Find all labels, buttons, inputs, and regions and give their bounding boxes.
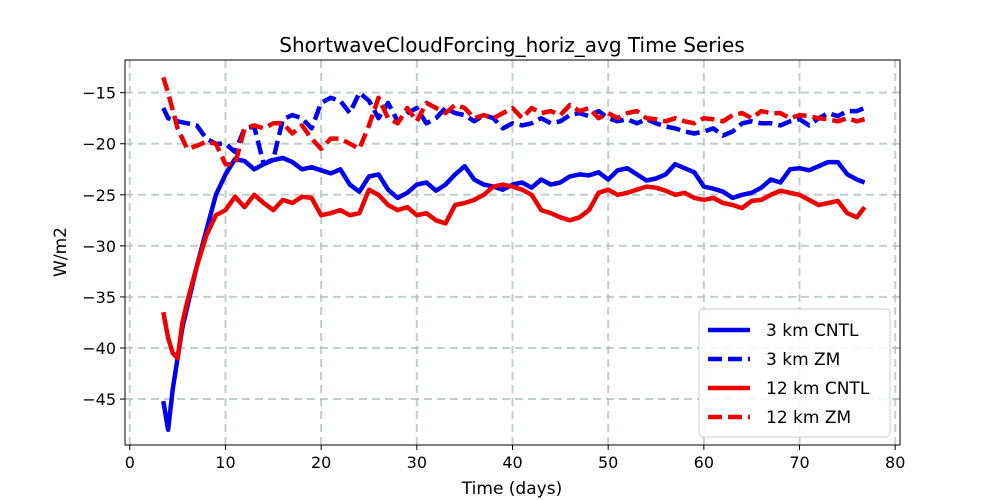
axis-ticks: 0 10 20 30 40 50 60 70 80 −45 −40 −35 −30 −25 −20 −15 — [82, 84, 905, 472]
x-tick-label: 20 — [311, 453, 331, 472]
y-tick-label: −25 — [82, 186, 116, 205]
series-line-12-km-zm — [161, 76, 866, 167]
x-tick-label: 30 — [407, 453, 427, 472]
x-tick-label: 0 — [125, 453, 135, 472]
y-axis-label: W/m2 — [51, 227, 71, 277]
x-tick-label: 10 — [215, 453, 235, 472]
chart-title: ShortwaveCloudForcing_horiz_avg Time Ser… — [279, 33, 744, 57]
y-tick-label: −40 — [82, 339, 116, 358]
x-tick-label: 80 — [885, 453, 905, 472]
legend-label-3-km-cntl: 3 km CNTL — [766, 321, 859, 341]
y-tick-label: −35 — [82, 288, 116, 307]
y-tick-label: −20 — [82, 135, 116, 154]
y-tick-label: −30 — [82, 237, 116, 256]
y-tick-label: −15 — [82, 84, 116, 103]
legend: 3 km CNTL 3 km ZM 12 km CNTL 12 km ZM — [698, 308, 891, 438]
x-axis-label: Time (days) — [461, 479, 562, 499]
legend-box — [698, 308, 891, 438]
series-line-12-km-cntl — [161, 182, 867, 361]
legend-label-12-km-zm: 12 km ZM — [766, 408, 851, 428]
series-line-3-km-cntl — [161, 155, 866, 432]
x-tick-label: 60 — [694, 453, 714, 472]
legend-label-3-km-zm: 3 km ZM — [766, 350, 840, 370]
y-tick-label: −45 — [82, 390, 116, 409]
x-tick-label: 50 — [598, 453, 618, 472]
x-tick-label: 40 — [502, 453, 522, 472]
x-tick-label: 70 — [789, 453, 809, 472]
legend-label-12-km-cntl: 12 km CNTL — [766, 379, 870, 399]
series-lines — [161, 76, 867, 432]
series-line-3-km-zm — [161, 90, 866, 167]
